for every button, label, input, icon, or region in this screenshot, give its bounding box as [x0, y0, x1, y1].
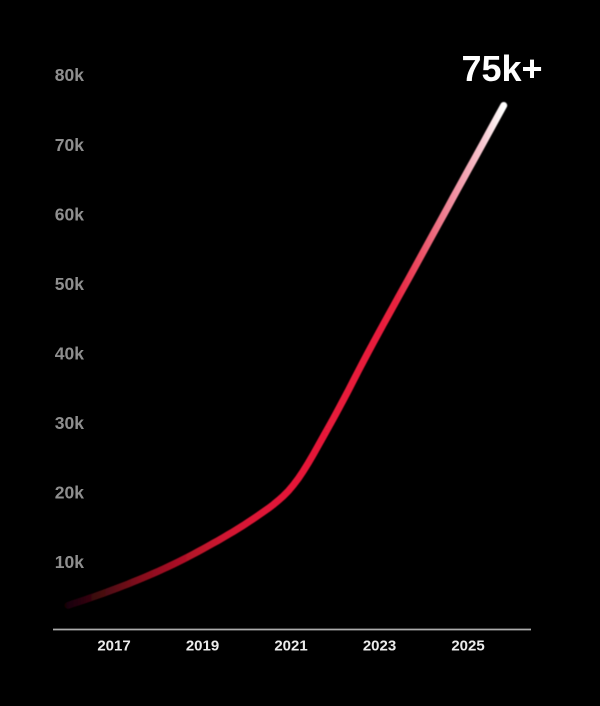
svg-text:70k: 70k: [55, 135, 84, 155]
svg-text:20k: 20k: [55, 483, 84, 503]
svg-text:2025: 2025: [451, 637, 484, 654]
svg-text:2017: 2017: [97, 637, 130, 654]
svg-text:75k+: 75k+: [461, 48, 542, 89]
svg-text:30k: 30k: [55, 413, 84, 433]
svg-text:10k: 10k: [55, 552, 84, 572]
svg-text:60k: 60k: [55, 204, 84, 224]
svg-text:2019: 2019: [186, 637, 219, 654]
svg-text:80k: 80k: [55, 65, 84, 85]
svg-text:40k: 40k: [55, 344, 84, 364]
svg-text:2021: 2021: [274, 637, 307, 654]
svg-text:2023: 2023: [363, 637, 396, 654]
svg-text:50k: 50k: [55, 274, 84, 294]
